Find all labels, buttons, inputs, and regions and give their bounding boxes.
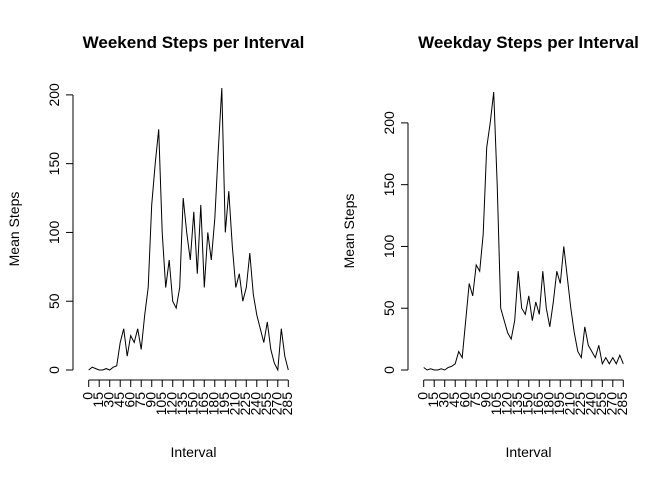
x-tick-label: 285 <box>279 392 295 416</box>
y-tick-label: 150 <box>46 152 62 176</box>
x-tick-label: 225 <box>572 392 588 416</box>
x-tick-label: 150 <box>184 392 200 416</box>
x-tick-label: 60 <box>456 392 472 408</box>
x-tick-label: 195 <box>551 392 567 416</box>
x-tick-label: 180 <box>205 392 221 416</box>
x-tick-label: 45 <box>111 392 127 408</box>
y-tick-label: 50 <box>46 293 62 309</box>
y-axis-label: Mean Steps <box>6 192 22 267</box>
x-tick-label: 105 <box>488 392 504 416</box>
x-tick-label: 45 <box>446 392 462 408</box>
x-tick-label: 75 <box>467 392 483 408</box>
x-tick-label: 60 <box>121 392 137 408</box>
y-tick-label: 100 <box>381 235 397 259</box>
data-line <box>88 87 289 372</box>
y-tick-label: 200 <box>46 83 62 107</box>
chart-title: Weekday Steps per Interval <box>418 33 639 52</box>
y-tick-label: 50 <box>381 300 397 316</box>
y-tick-label: 150 <box>381 173 397 197</box>
x-axis-label: Interval <box>171 444 217 460</box>
x-tick-label: 270 <box>268 392 284 416</box>
x-tick-label: 75 <box>132 392 148 408</box>
chart-title: Weekend Steps per Interval <box>83 33 305 52</box>
y-tick-label: 0 <box>381 366 397 374</box>
x-tick-label: 120 <box>498 392 514 416</box>
x-tick-label: 90 <box>477 392 493 408</box>
x-tick-label: 210 <box>561 392 577 416</box>
x-tick-label: 150 <box>519 392 535 416</box>
x-tick-label: 180 <box>540 392 556 416</box>
y-tick-label: 0 <box>46 366 62 374</box>
x-tick-label: 0 <box>79 392 95 400</box>
x-tick-label: 135 <box>174 392 190 416</box>
x-tick-label: 285 <box>614 392 630 416</box>
x-tick-label: 165 <box>530 392 546 416</box>
y-tick-label: 200 <box>381 111 397 135</box>
x-tick-label: 15 <box>425 392 441 408</box>
x-tick-label: 210 <box>226 392 242 416</box>
x-tick-label: 105 <box>153 392 169 416</box>
x-tick-label: 120 <box>163 392 179 416</box>
x-axis-label: Interval <box>506 444 552 460</box>
x-tick-label: 30 <box>435 392 451 408</box>
x-tick-label: 255 <box>593 392 609 416</box>
x-tick-label: 165 <box>195 392 211 416</box>
x-tick-label: 240 <box>582 392 598 416</box>
x-tick-label: 135 <box>509 392 525 416</box>
x-tick-label: 255 <box>258 392 274 416</box>
x-tick-label: 0 <box>414 392 430 400</box>
x-tick-label: 90 <box>142 392 158 408</box>
y-axis-label: Mean Steps <box>341 194 357 269</box>
y-tick-label: 100 <box>46 221 62 245</box>
x-tick-label: 195 <box>216 392 232 416</box>
x-tick-label: 240 <box>247 392 263 416</box>
data-line <box>423 91 624 371</box>
x-tick-label: 225 <box>237 392 253 416</box>
x-tick-label: 270 <box>603 392 619 416</box>
x-tick-label: 30 <box>100 392 116 408</box>
x-tick-label: 15 <box>90 392 106 408</box>
